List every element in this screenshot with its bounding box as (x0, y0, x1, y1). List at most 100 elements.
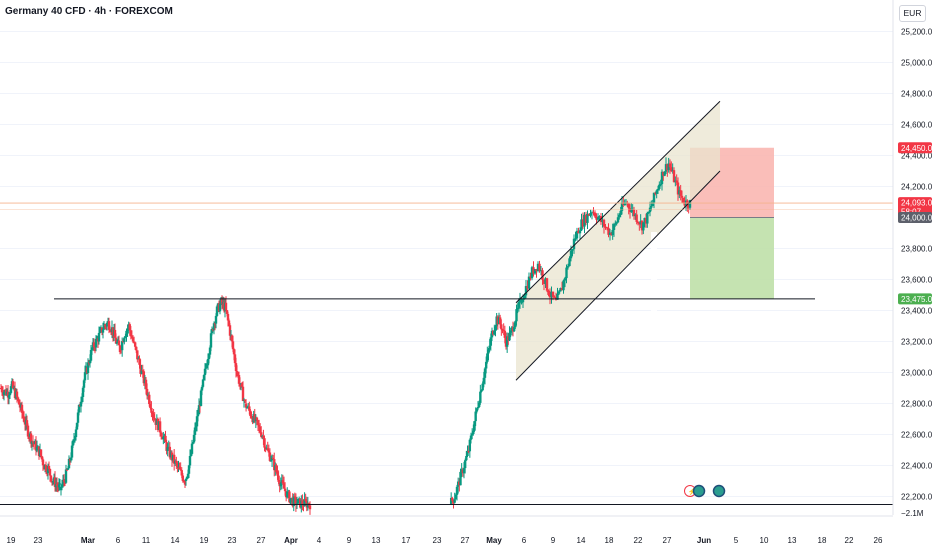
candle-up (207, 354, 211, 360)
candle-down (148, 394, 151, 405)
candle-down (117, 340, 121, 346)
candle-up (279, 483, 282, 487)
candle-down (605, 227, 609, 229)
x-tick-label: 19 (200, 536, 209, 545)
candle-down (258, 426, 262, 433)
candle-up (57, 484, 61, 488)
candle-up (105, 322, 109, 327)
candle-down (103, 324, 107, 326)
candle-up (520, 302, 523, 304)
candle-down (145, 388, 149, 396)
candle-up (81, 387, 85, 397)
x-tick-label: 18 (605, 536, 614, 545)
candle-up (76, 412, 80, 423)
candle-up (59, 487, 63, 489)
candle-down (584, 214, 588, 223)
candle-up (533, 269, 537, 274)
y-tick-label: 23,600.0 (901, 276, 932, 285)
candle-up (494, 326, 497, 331)
candle-up (530, 267, 534, 279)
x-tick-label: 23 (228, 536, 237, 545)
candle-up (678, 190, 681, 195)
volume-axis-label: −2.1M (901, 509, 924, 518)
candle-down (545, 278, 549, 291)
candle-down (138, 358, 141, 365)
candle-up (201, 379, 205, 387)
candle-up (196, 414, 200, 417)
candle-down (136, 350, 139, 360)
currency-selector[interactable]: EUR (899, 5, 926, 22)
x-tick-label: Jun (697, 536, 711, 545)
candle-up (646, 212, 649, 224)
candle-down (151, 412, 154, 414)
price-tag-label: 24,450.0 (901, 144, 932, 153)
x-tick-label: 26 (874, 536, 883, 545)
candle-down (595, 216, 598, 220)
candle-up (663, 171, 666, 176)
candle-up (102, 324, 106, 330)
y-tick-label: 23,400.0 (901, 307, 932, 316)
candle-down (249, 410, 252, 417)
candle-down (175, 460, 178, 464)
candle-down (635, 214, 638, 222)
candle-down (44, 464, 48, 472)
candle-down (92, 342, 96, 348)
candle-up (306, 503, 310, 508)
candle-up (631, 209, 634, 211)
candle-down (529, 276, 532, 279)
candle-down (500, 324, 503, 330)
candle-up (289, 498, 292, 503)
candle-down (133, 342, 137, 347)
candle-up (630, 210, 633, 212)
candle-down (34, 441, 38, 451)
candle-up (571, 249, 574, 251)
candle-down (149, 404, 152, 408)
candle-down (283, 488, 287, 492)
candle-up (473, 421, 476, 431)
candle-up (8, 392, 12, 396)
candle-up (206, 359, 210, 366)
candle-up (468, 439, 472, 452)
candle-up (664, 164, 668, 172)
candle-up (469, 435, 473, 440)
candle-down (142, 371, 146, 384)
candle-up (465, 456, 468, 461)
candle-up (479, 391, 482, 403)
price-tag-label: 23,475.0 (901, 295, 932, 304)
candle-down (264, 447, 267, 449)
candle-down (225, 310, 229, 314)
candle-down (498, 317, 502, 325)
candle-down (93, 347, 97, 349)
candle-down (294, 497, 298, 506)
drawings[interactable] (0, 100, 893, 506)
candle-down (644, 217, 648, 224)
candle-up (612, 224, 616, 230)
earnings-icon (692, 484, 706, 498)
candle-up (556, 293, 559, 300)
candle-down (183, 481, 187, 485)
x-tick-label: 18 (818, 536, 827, 545)
candle-down (230, 335, 234, 342)
candle-down (282, 483, 286, 489)
price-tag-box (898, 212, 932, 223)
candle-up (70, 445, 74, 458)
candle-up (536, 263, 540, 271)
candle-up (67, 458, 71, 469)
candle-up (620, 202, 624, 211)
price-tags: 24,450.024,093.058:0724,000.023,475.0 (898, 142, 932, 305)
candle-up (590, 212, 594, 214)
candle-up (616, 217, 620, 223)
candle-down (152, 413, 155, 418)
candle-down (293, 496, 297, 498)
candle-down (107, 321, 111, 330)
candle-down (260, 432, 263, 437)
candle-up (218, 303, 222, 312)
candle-up (210, 328, 214, 334)
y-tick-label: 22,800.0 (901, 400, 932, 409)
event-markers[interactable]: ⚡ (684, 484, 726, 498)
candle-up (521, 299, 525, 303)
candle-up (527, 276, 531, 289)
candle-up (523, 295, 526, 300)
candle-up (544, 278, 547, 285)
